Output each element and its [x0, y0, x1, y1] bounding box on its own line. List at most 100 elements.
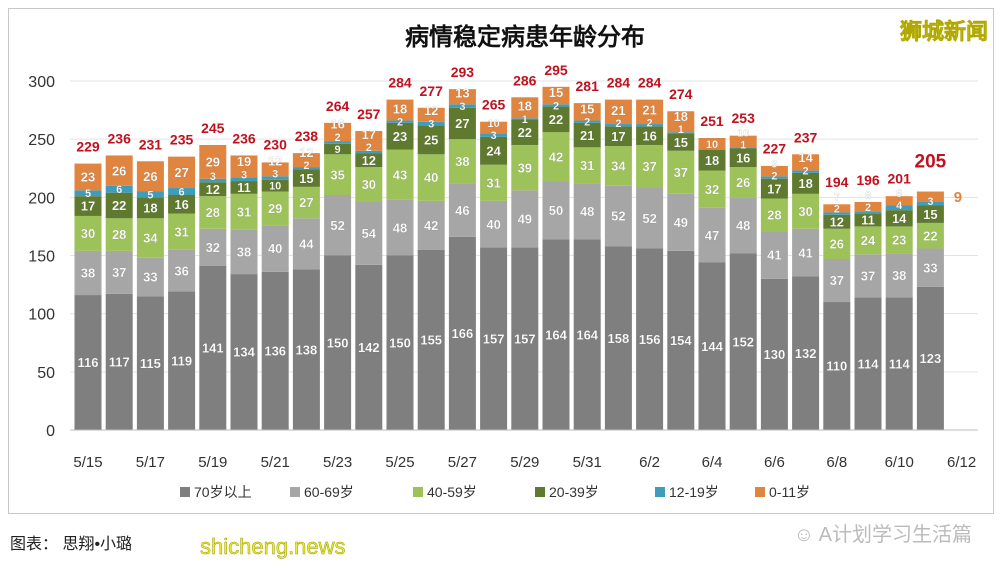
segment-label: 12 — [362, 153, 376, 168]
bar-segment — [885, 253, 913, 298]
total-label: 253 — [732, 110, 756, 126]
bar-segment — [324, 141, 352, 144]
segment-label: 141 — [202, 341, 224, 356]
bar-segment — [885, 210, 913, 227]
segment-label: 37 — [861, 269, 875, 284]
bar-segment — [448, 236, 476, 430]
segment-label: 9 — [954, 189, 962, 206]
bar-segment — [386, 149, 414, 200]
bar-6/4: 144 47 32 18 10 251 — [698, 113, 726, 430]
bar-segment — [604, 126, 632, 147]
x-axis: 5/15 5/17 5/19 5/21 5/23 5/25 5/27 5/29 5/31 6/2 6… — [70, 429, 978, 471]
segment-label: 16 — [330, 117, 344, 132]
bar-segment — [729, 167, 757, 198]
bar-segment — [74, 250, 102, 296]
segment-label: 17 — [81, 199, 95, 214]
y-tick-label: 0 — [46, 423, 55, 440]
segment-label: 22 — [112, 198, 126, 213]
bar-segment — [480, 136, 508, 165]
segment-label: 15 — [549, 85, 563, 100]
total-label: 286 — [513, 72, 537, 88]
segment-label: 119 — [171, 353, 192, 368]
bar-segment — [760, 278, 788, 430]
wechat-account: A计划学习生活篇 — [818, 524, 972, 546]
bar-segment — [448, 89, 476, 105]
bar-segment — [636, 144, 664, 189]
segment-label: 48 — [393, 220, 407, 235]
bar-segment — [636, 188, 664, 249]
bar-segment — [480, 200, 508, 248]
segment-label: 10 — [737, 128, 749, 140]
bar-segment — [667, 150, 695, 194]
bar-segment — [261, 271, 289, 430]
x-tick-label: 5/21 — [261, 454, 290, 471]
segment-label: 16 — [174, 197, 188, 212]
y-tick-label: 150 — [28, 249, 55, 266]
total-label: 295 — [544, 62, 568, 78]
segment-label: 13 — [455, 86, 469, 101]
legend-label: 40-59岁 — [427, 484, 477, 500]
segment-label: 39 — [518, 160, 532, 175]
legend-label: 60-69岁 — [304, 484, 354, 500]
bar-segment — [573, 103, 601, 121]
segment-label: 29 — [206, 155, 220, 170]
bar-segment — [885, 226, 913, 254]
segment-label: 12 — [268, 153, 282, 168]
bar-segment — [136, 191, 164, 198]
bar-segment — [542, 104, 570, 107]
bar-segment — [480, 247, 508, 430]
y-tick-label: 300 — [28, 74, 55, 91]
total-label: 201 — [888, 170, 912, 186]
bar-segment — [760, 165, 788, 177]
bar-segment — [261, 162, 289, 177]
bar-segment — [792, 276, 820, 430]
bar-segment — [448, 107, 476, 140]
bar-segment — [136, 296, 164, 430]
segment-label: 44 — [299, 237, 314, 252]
bar-segment — [355, 201, 383, 265]
segment-label: 46 — [455, 203, 469, 218]
legend-item: 60-69岁 — [290, 484, 354, 500]
segment-label: 155 — [420, 333, 442, 348]
segment-label: 38 — [237, 245, 251, 260]
bar-segment — [636, 124, 664, 127]
bar-segment — [292, 167, 320, 170]
segment-label: 37 — [642, 159, 656, 174]
segment-label: 31 — [174, 224, 188, 239]
segment-label: 31 — [580, 158, 594, 173]
segment-label: 27 — [299, 195, 313, 210]
bar-segment — [823, 228, 851, 259]
bar-segment — [324, 122, 352, 142]
bar-segment — [760, 198, 788, 232]
x-tick-label: 5/19 — [198, 454, 227, 471]
segment-label: 35 — [330, 167, 344, 182]
bar-6/11: 9 123 33 22 153 205 — [915, 151, 962, 430]
wechat-watermark: ☺ A计划学习生活篇 — [794, 518, 972, 547]
bar-segment — [199, 228, 227, 266]
segment-label: 38 — [455, 154, 469, 169]
segment-label: 28 — [112, 227, 126, 242]
segment-label: 33 — [923, 260, 937, 275]
bar-segment — [729, 253, 757, 430]
segment-label: 24 — [861, 233, 876, 248]
bar-segment — [417, 249, 445, 430]
bar-segment — [573, 239, 601, 430]
bar-segment — [511, 118, 539, 120]
bar-segment — [729, 148, 757, 168]
segment-label: 52 — [611, 209, 625, 224]
bar-segment — [698, 170, 726, 208]
bar-segment — [729, 135, 757, 148]
bar-segment — [136, 257, 164, 297]
segment-label: 2 — [553, 100, 559, 112]
bar-segment — [74, 163, 102, 191]
bar-segment — [324, 195, 352, 256]
bar-segment — [792, 228, 820, 277]
total-label: 194 — [825, 174, 849, 190]
segment-label: 2 — [865, 202, 871, 214]
segment-label: 24 — [486, 143, 501, 158]
